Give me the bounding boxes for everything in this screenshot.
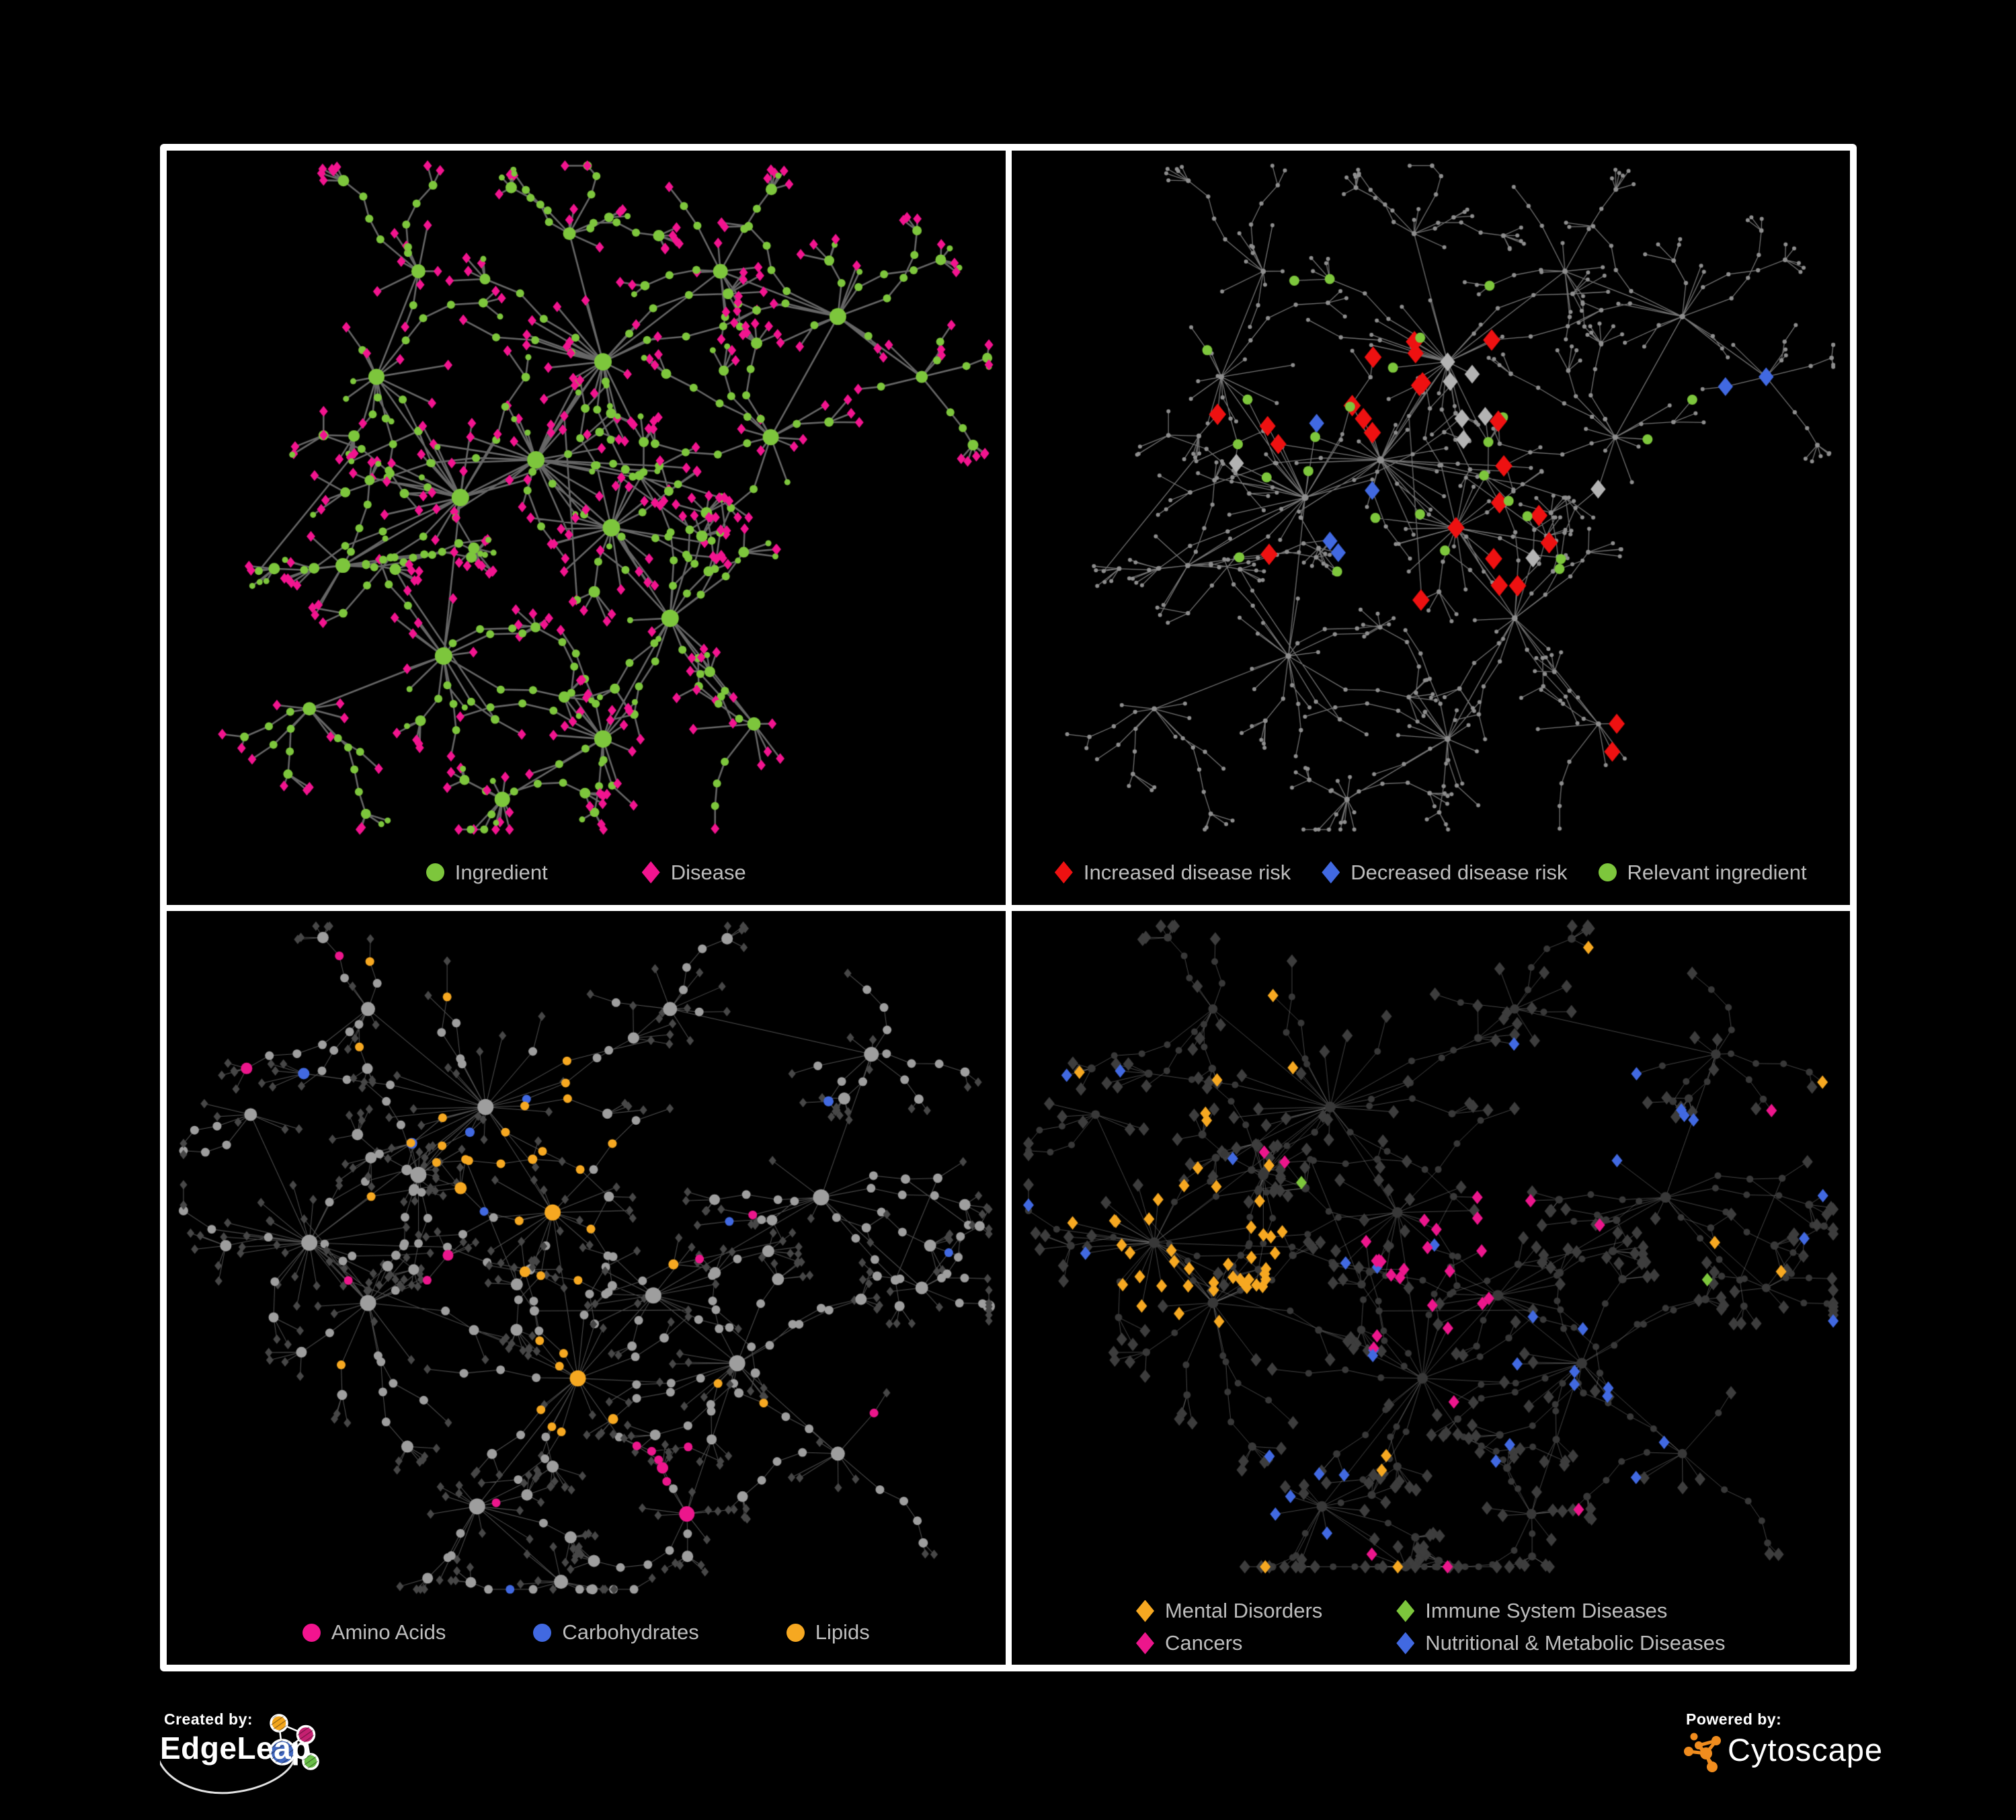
cytoscape-credit: Powered by: Cytoscape: [1682, 1710, 1883, 1773]
diamond-swatch-icon: [1322, 861, 1340, 883]
panel-ingredient-disease: Ingredient Disease: [167, 151, 1006, 905]
legend-label: Decreased disease risk: [1350, 860, 1568, 884]
legend-item: Lipids: [786, 1620, 870, 1645]
legend-item: Increased disease risk: [1054, 860, 1291, 885]
circle-swatch-icon: [1598, 863, 1617, 881]
legend-label: Disease: [670, 860, 746, 884]
cytoscape-logo-icon: [1684, 1733, 1721, 1772]
legend-item: Disease: [641, 860, 746, 885]
nutrient-classes-legend: Amino Acids Carbohydrates Lipids: [167, 1620, 1006, 1645]
legend-item: Carbohydrates: [533, 1620, 699, 1645]
circle-swatch-icon: [426, 863, 444, 881]
legend-label: Mental Disorders: [1164, 1599, 1323, 1622]
edgeleap-wordmark: EdgeLeap: [160, 1731, 311, 1766]
panel-grid: Ingredient Disease Increased disease risk…: [160, 144, 1857, 1671]
legend-item: Cancers: [1135, 1631, 1243, 1655]
legend-label: Immune System Diseases: [1425, 1599, 1668, 1622]
legend-item: Mental Disorders: [1135, 1599, 1323, 1623]
diamond-swatch-icon: [1135, 1632, 1154, 1655]
legend-item: Nutritional & Metabolic Diseases: [1396, 1631, 1726, 1655]
legend-label: Relevant ingredient: [1627, 860, 1807, 884]
disease-classes-network-canvas: [1011, 910, 1850, 1665]
powered-by-label: Powered by:: [1686, 1710, 1782, 1728]
diamond-swatch-icon: [1396, 1632, 1415, 1655]
legend-label: Ingredient: [454, 860, 548, 884]
disease-risk-network-canvas: [1011, 151, 1850, 905]
circle-swatch-icon: [533, 1623, 552, 1642]
panel-disease-risk: Increased disease risk Decreased disease …: [1011, 151, 1851, 905]
circle-swatch-icon: [786, 1623, 805, 1642]
diamond-swatch-icon: [641, 861, 660, 883]
legend-label: Amino Acids: [331, 1620, 446, 1644]
legend-label: Lipids: [815, 1620, 870, 1644]
nutrient-classes-network-canvas: [167, 910, 1006, 1665]
ingredient-disease-legend: Ingredient Disease: [167, 861, 1006, 885]
diamond-swatch-icon: [1135, 1599, 1154, 1622]
legend-item: Amino Acids: [302, 1620, 446, 1645]
circle-swatch-icon: [302, 1623, 321, 1642]
legend-item: Ingredient: [426, 861, 548, 885]
diamond-swatch-icon: [1054, 861, 1073, 883]
legend-label: Cancers: [1164, 1631, 1243, 1655]
cytoscape-wordmark: Cytoscape: [1728, 1731, 1884, 1768]
disease-classes-legend: Mental Disorders Immune System Diseases Ca…: [1012, 1599, 1851, 1655]
legend-item: Relevant ingredient: [1598, 860, 1807, 885]
legend-item: Decreased disease risk: [1322, 860, 1568, 885]
legend-label: Increased disease risk: [1083, 860, 1291, 884]
legend-item: Immune System Diseases: [1396, 1599, 1667, 1623]
disease-risk-legend: Increased disease risk Decreased disease …: [1012, 861, 1851, 885]
panel-disease-classes: Mental Disorders Immune System Diseases Ca…: [1011, 910, 1851, 1665]
panel-nutrient-classes: Amino Acids Carbohydrates Lipids: [167, 910, 1006, 1665]
created-by-label: Created by:: [164, 1710, 253, 1728]
diamond-swatch-icon: [1396, 1599, 1415, 1622]
legend-label: Carbohydrates: [562, 1620, 699, 1644]
edgeleap-credit: Created by: EdgeLeap: [160, 1710, 375, 1811]
ingredient-disease-network-canvas: [167, 151, 1006, 905]
legend-label: Nutritional & Metabolic Diseases: [1425, 1631, 1726, 1655]
